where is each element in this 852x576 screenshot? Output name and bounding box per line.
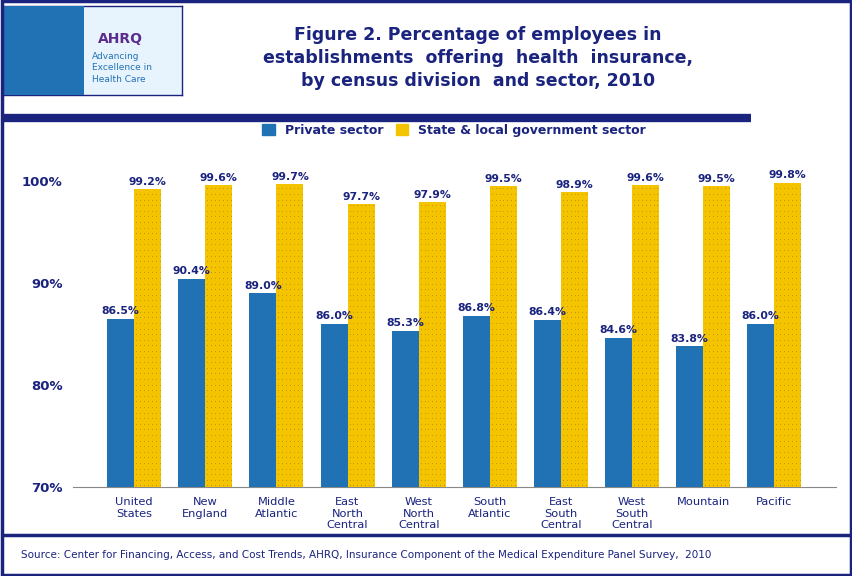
Bar	[533, 320, 561, 576]
Text: AHRQ: AHRQ	[98, 32, 143, 46]
Text: Advancing: Advancing	[92, 52, 140, 61]
Text: Health Care: Health Care	[92, 75, 146, 84]
Bar	[205, 185, 232, 576]
Text: 83.8%: 83.8%	[670, 334, 708, 343]
Text: 86.4%: 86.4%	[527, 307, 566, 317]
Text: 99.5%: 99.5%	[697, 173, 734, 184]
Bar	[463, 316, 489, 576]
Text: Excellence in: Excellence in	[92, 63, 152, 73]
Text: 99.5%: 99.5%	[484, 173, 521, 184]
Text: Figure 2. Percentage of employees in: Figure 2. Percentage of employees in	[294, 26, 660, 44]
Text: 86.0%: 86.0%	[741, 311, 779, 321]
Bar	[604, 338, 631, 576]
Bar	[134, 189, 161, 576]
Bar	[746, 324, 774, 576]
Bar	[178, 279, 205, 576]
Text: 98.9%: 98.9%	[555, 180, 593, 190]
Text: 86.8%: 86.8%	[457, 303, 495, 313]
Text: 99.8%: 99.8%	[768, 170, 806, 180]
Bar	[391, 331, 418, 576]
Bar	[774, 183, 800, 576]
Text: 84.6%: 84.6%	[599, 325, 636, 335]
Text: 89.0%: 89.0%	[244, 281, 281, 290]
Bar	[489, 186, 516, 576]
Text: 99.7%: 99.7%	[271, 172, 308, 181]
Text: 97.7%: 97.7%	[342, 192, 380, 202]
Text: Source: Center for Financing, Access, and Cost Trends, AHRQ, Insurance Component: Source: Center for Financing, Access, an…	[21, 550, 711, 560]
Bar	[676, 346, 702, 576]
Bar	[702, 186, 729, 576]
Text: 86.0%: 86.0%	[314, 311, 353, 321]
Text: by census division  and sector, 2010: by census division and sector, 2010	[300, 72, 654, 90]
Bar	[107, 319, 134, 576]
Text: 85.3%: 85.3%	[386, 319, 423, 328]
Legend: Private sector, State & local government sector: Private sector, State & local government…	[257, 119, 650, 142]
Text: 99.2%: 99.2%	[129, 177, 166, 187]
Bar	[276, 184, 303, 576]
Bar	[347, 204, 374, 576]
Bar	[320, 324, 347, 576]
Text: 99.6%: 99.6%	[199, 173, 238, 183]
Text: 90.4%: 90.4%	[173, 266, 210, 276]
Bar	[249, 293, 276, 576]
Text: establishments  offering  health  insurance,: establishments offering health insurance…	[262, 49, 692, 67]
Text: 97.9%: 97.9%	[412, 190, 451, 200]
Text: 86.5%: 86.5%	[101, 306, 140, 316]
Bar	[418, 202, 445, 576]
Text: 99.6%: 99.6%	[626, 173, 664, 183]
Bar	[631, 185, 659, 576]
Bar	[561, 192, 587, 576]
